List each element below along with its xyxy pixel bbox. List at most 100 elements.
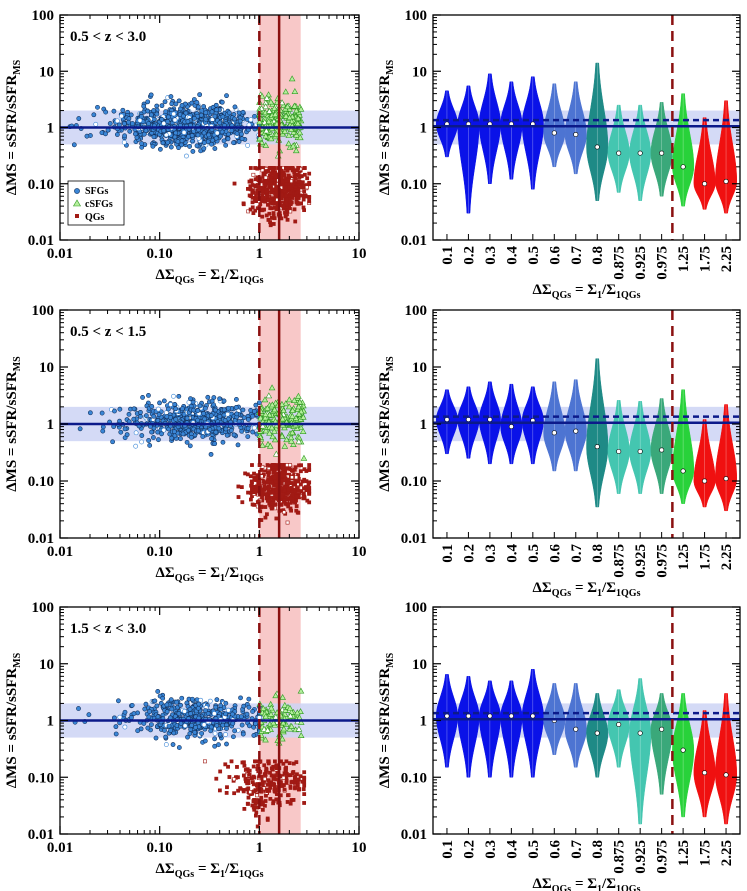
axis-title-text: /Σ bbox=[224, 565, 239, 581]
y-tick-label: 1 bbox=[420, 417, 428, 433]
sfg-point bbox=[231, 734, 236, 740]
csfg-point bbox=[262, 427, 270, 434]
csfg-point bbox=[285, 132, 293, 138]
qg-point bbox=[302, 775, 307, 780]
qg-point bbox=[218, 769, 223, 774]
qg-point bbox=[266, 477, 271, 481]
axis-title-text: = Σ bbox=[571, 580, 597, 596]
x-tick-label: 0.10 bbox=[147, 840, 173, 856]
sfg-point bbox=[180, 113, 186, 119]
csfg-point bbox=[282, 400, 290, 407]
csfg-point bbox=[268, 401, 276, 408]
qg-point bbox=[307, 171, 312, 176]
x-tick-label: 0.4 bbox=[504, 246, 520, 265]
qg-point bbox=[294, 504, 299, 508]
sfg-point bbox=[166, 406, 171, 412]
qg-point bbox=[240, 500, 245, 505]
qg-point bbox=[251, 172, 256, 177]
qg-point bbox=[270, 490, 275, 495]
csfg-point bbox=[295, 403, 303, 410]
violin-median-marker bbox=[551, 430, 557, 436]
qg-point bbox=[242, 806, 247, 811]
qg-point bbox=[250, 487, 254, 492]
qg-point bbox=[250, 776, 254, 781]
qg-point bbox=[250, 195, 255, 200]
axis-title-text: ΔΣ bbox=[533, 580, 552, 596]
sfg-point bbox=[156, 412, 162, 417]
csfg-point bbox=[283, 436, 290, 443]
violin-median-marker bbox=[723, 178, 729, 184]
sfg-point bbox=[221, 407, 227, 413]
csfg-point bbox=[282, 112, 290, 119]
sfg-point bbox=[151, 435, 156, 440]
sfg-point bbox=[178, 702, 183, 708]
qg-point bbox=[304, 469, 309, 473]
x-tick-label: 2.25 bbox=[719, 544, 735, 570]
axis-title-subscript: MS bbox=[12, 356, 23, 371]
axis-title-text: ΔMS = sSFR/sSFR bbox=[377, 75, 393, 196]
sfg-point bbox=[201, 722, 207, 728]
axis-title-subscript: MS bbox=[12, 652, 23, 667]
sfg-point bbox=[201, 146, 207, 151]
sfg-point bbox=[198, 148, 204, 154]
qg-point bbox=[284, 778, 289, 783]
y-axis-title: ΔMS = sSFR/sSFRMS bbox=[4, 356, 23, 492]
x-tick-label: 0.1 bbox=[440, 544, 456, 563]
csfg-point bbox=[261, 396, 269, 403]
sfg-point bbox=[135, 728, 141, 734]
sfg-point bbox=[195, 132, 201, 138]
sfg-point bbox=[77, 426, 83, 432]
sfg-point bbox=[117, 714, 123, 720]
qg-point bbox=[235, 765, 239, 769]
csfg-point bbox=[295, 392, 302, 399]
y-tick-label: 0.01 bbox=[28, 233, 54, 249]
qg-point bbox=[250, 205, 255, 210]
qg-point bbox=[249, 483, 254, 488]
sfg-point bbox=[132, 131, 138, 137]
qg-point bbox=[254, 759, 258, 764]
sfg-point bbox=[169, 706, 175, 712]
violin-median-marker bbox=[659, 726, 665, 732]
sfg-point bbox=[240, 407, 246, 413]
sfg-point bbox=[223, 700, 229, 706]
qg-point bbox=[299, 463, 303, 468]
qg-point bbox=[249, 178, 254, 183]
axis-title-text: ΔΣ bbox=[156, 565, 175, 581]
violin-median-marker bbox=[616, 448, 622, 454]
qg-point bbox=[307, 486, 312, 490]
qg-point bbox=[248, 166, 253, 170]
csfg-point bbox=[273, 450, 280, 457]
axis-title-subscript: 1 bbox=[220, 275, 225, 286]
legend: SFGs cSFGs QGs bbox=[67, 180, 125, 226]
qg-point bbox=[307, 463, 312, 467]
qg-point bbox=[293, 785, 297, 789]
y-axis-title: ΔMS = sSFR/sSFRMS bbox=[377, 356, 396, 492]
csfg-point bbox=[281, 442, 289, 449]
sfg-point bbox=[173, 416, 179, 422]
axis-title-subscript: QGs bbox=[552, 884, 572, 891]
csfg-point bbox=[294, 709, 301, 716]
qg-point bbox=[288, 190, 293, 195]
sfg-point bbox=[143, 701, 149, 707]
qg-point bbox=[271, 222, 276, 226]
y-tick-label: 10 bbox=[412, 360, 427, 376]
sfg-point bbox=[239, 722, 245, 728]
x-tick-label: 1.25 bbox=[676, 544, 692, 570]
qg-point bbox=[282, 471, 287, 475]
sfg-point bbox=[176, 145, 181, 151]
csfg-point bbox=[278, 432, 286, 439]
violin-median-marker bbox=[616, 150, 622, 156]
qg-point bbox=[254, 810, 259, 815]
sfg-point bbox=[238, 695, 243, 701]
qg-point bbox=[274, 493, 279, 498]
qg-point bbox=[282, 498, 287, 503]
sfg-point bbox=[100, 424, 106, 430]
qg-point bbox=[241, 202, 246, 207]
qg-point bbox=[299, 489, 304, 494]
qg-point bbox=[247, 772, 252, 777]
y-tick-label: 0.01 bbox=[401, 233, 427, 249]
legend-sfg-marker bbox=[74, 188, 80, 194]
sfg-point bbox=[224, 741, 229, 747]
sfg-point bbox=[213, 102, 219, 108]
sfg-point bbox=[148, 722, 154, 728]
